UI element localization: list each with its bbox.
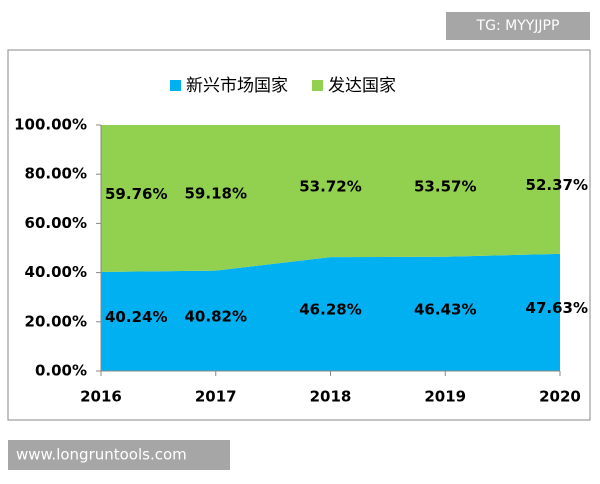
data-label: 53.72% bbox=[299, 178, 361, 196]
y-tick-label: 100.00% bbox=[14, 116, 87, 134]
area bbox=[101, 253, 560, 371]
y-tick-label: 20.00% bbox=[25, 312, 87, 330]
watermark: TG: MYYJJPP bbox=[476, 18, 560, 34]
data-label: 46.28% bbox=[299, 301, 361, 319]
x-tick-label: 2020 bbox=[539, 388, 581, 406]
watermark-box bbox=[446, 12, 590, 40]
y-tick-label: 0.00% bbox=[35, 362, 87, 380]
area bbox=[101, 125, 560, 273]
y-tick-label: 40.00% bbox=[25, 263, 87, 281]
legend-label: 发达国家 bbox=[328, 76, 396, 96]
data-label: 53.57% bbox=[414, 177, 476, 195]
data-label: 47.63% bbox=[526, 299, 588, 317]
data-label: 40.82% bbox=[185, 307, 247, 325]
legend-swatch bbox=[170, 80, 181, 91]
data-label: 59.18% bbox=[185, 184, 247, 202]
x-tick-label: 2018 bbox=[310, 388, 352, 406]
data-label: 59.76% bbox=[105, 185, 167, 203]
data-label: 46.43% bbox=[414, 300, 476, 318]
data-label: 52.37% bbox=[526, 176, 588, 194]
legend-label: 新兴市场国家 bbox=[186, 76, 288, 96]
x-tick-label: 2016 bbox=[80, 388, 122, 406]
data-label: 40.24% bbox=[105, 308, 167, 326]
y-tick-label: 80.00% bbox=[25, 165, 87, 183]
watermark-box bbox=[8, 440, 230, 470]
x-tick-label: 2019 bbox=[424, 388, 466, 406]
watermark: www.longruntools.com bbox=[16, 446, 187, 464]
x-tick-label: 2017 bbox=[195, 388, 237, 406]
legend-swatch bbox=[312, 80, 323, 91]
y-tick-label: 60.00% bbox=[25, 214, 87, 232]
